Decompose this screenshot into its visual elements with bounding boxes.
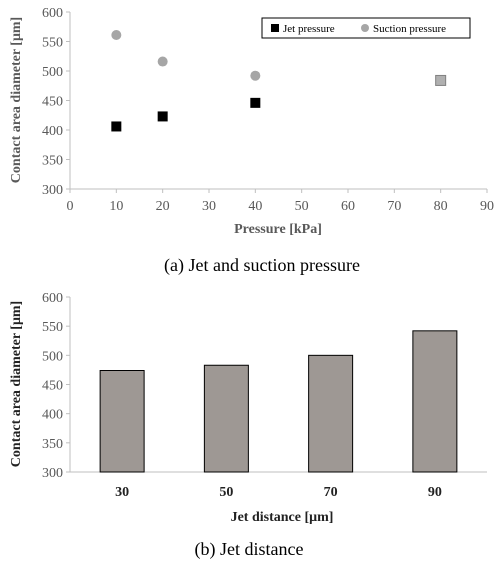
y-tick-label: 400: [42, 124, 63, 139]
x-tick-label: 30: [202, 199, 216, 214]
legend-circle-marker: [361, 24, 369, 32]
y-tick-label: 500: [42, 65, 63, 80]
y-axis-label: Contact area diameter [μm]: [9, 17, 24, 183]
data-point-jet: [157, 111, 168, 122]
y-tick-label: 450: [42, 95, 63, 110]
x-tick-label: 20: [156, 199, 170, 214]
x-tick-label: 50: [295, 199, 309, 214]
y-tick-label: 550: [42, 36, 63, 51]
x-axis-label: Jet distance [μm]: [231, 510, 334, 525]
bar: [203, 364, 249, 473]
x-tick-label: 30: [115, 485, 129, 500]
y-tick-label: 600: [42, 291, 63, 306]
data-point-suction: [157, 56, 168, 67]
scatter-chart: 300 350 400 450 500 550 600 0 10 20 30 40 50 60 70 80 9…: [9, 6, 494, 276]
y-axis-label: Contact area diameter [μm]: [9, 301, 24, 467]
x-tick-label: 90: [428, 485, 442, 500]
bar-chart: 300 350 400 450 500 550 600 30 50 70 90 Contact a…: [9, 291, 487, 560]
x-tick-label: 60: [341, 199, 355, 214]
x-tick-label: 70: [387, 199, 401, 214]
x-axis-label: Pressure [kPa]: [234, 222, 322, 237]
data-point-jet: [435, 74, 447, 86]
bar: [412, 330, 458, 473]
y-tick-label: 400: [42, 408, 63, 423]
x-tick-label: 70: [324, 485, 338, 500]
bar: [99, 370, 145, 473]
data-point-suction: [250, 70, 261, 81]
x-tick-label: 10: [109, 199, 123, 214]
legend-entry: Suction pressure: [373, 23, 446, 35]
data-point-jet: [111, 121, 122, 132]
caption: (b) Jet distance: [195, 539, 304, 560]
data-point-suction: [111, 30, 122, 41]
y-tick-label: 500: [42, 349, 63, 364]
caption: (a) Jet and suction pressure: [164, 255, 360, 276]
x-tick-label: 80: [434, 199, 448, 214]
legend: Jet pressure Suction pressure: [261, 17, 471, 39]
x-tick-label: 90: [480, 199, 494, 214]
y-tick-label: 450: [42, 379, 63, 394]
y-tick-label: 550: [42, 320, 63, 335]
legend-square-marker: [271, 24, 279, 32]
x-tick-label: 40: [248, 199, 262, 214]
y-tick-label: 350: [42, 154, 63, 169]
x-tick-label: 0: [67, 199, 74, 214]
y-tick-label: 350: [42, 437, 63, 452]
y-tick-label: 600: [42, 6, 63, 21]
y-tick-label: 300: [42, 183, 63, 198]
y-tick-label: 300: [42, 466, 63, 481]
data-point-jet: [250, 97, 261, 108]
bar: [308, 354, 354, 473]
x-tick-label: 50: [219, 485, 233, 500]
legend-entry: Jet pressure: [283, 23, 335, 35]
